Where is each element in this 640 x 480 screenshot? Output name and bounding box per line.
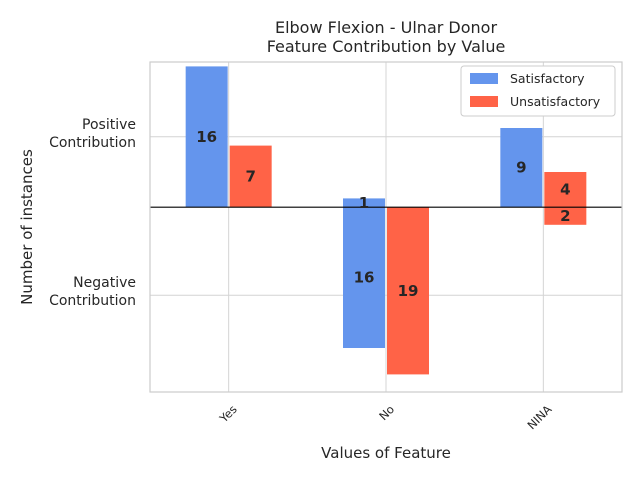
bar-unsatisfactory-nina-extra	[544, 172, 587, 208]
bar-label-satisfactory-no: 16	[354, 269, 375, 287]
legend-box	[460, 65, 616, 117]
x-tick-labels: Yes No NINA	[216, 402, 555, 432]
x-axis-label: Values of Feature	[321, 444, 451, 462]
labels-layer: 16 16 9 7 19 2 1 4	[196, 128, 570, 300]
legend-swatch-satisfactory	[470, 73, 498, 84]
chart-subtitle: Feature Contribution by Value	[267, 37, 506, 56]
bar-unsatisfactory-yes	[229, 145, 272, 208]
y-tick-label-1: Negative Contribution	[49, 275, 136, 309]
bar-satisfactory-no	[343, 207, 385, 348]
x-tick-label-yes: Yes	[216, 402, 240, 426]
bar-unsatisfactory-nina	[544, 207, 587, 225]
y-axis-label: Number of instances	[18, 149, 36, 305]
bar-label-unsatisfactory-no: 19	[398, 282, 419, 300]
y-tick-labels: Positive Contribution Negative Contribution	[49, 117, 136, 309]
chart-title: Elbow Flexion - Ulnar Donor	[275, 18, 497, 37]
bars-layer	[185, 66, 587, 375]
plot-frame	[149, 61, 623, 393]
y-tick-label-0: Positive Contribution	[49, 117, 136, 151]
bar-label-satisfactory-nina: 9	[516, 159, 526, 177]
bar-label-satisfactory-no-extra: 1	[359, 194, 369, 212]
bar-label-unsatisfactory-nina-extra: 4	[560, 181, 570, 199]
bar-label-unsatisfactory-yes: 7	[245, 167, 255, 185]
grid-layer	[150, 62, 622, 392]
x-tick-label-no: No	[376, 402, 397, 423]
legend: Satisfactory Unsatisfactory	[460, 65, 616, 117]
legend-label-unsatisfactory: Unsatisfactory	[510, 94, 601, 109]
bar-satisfactory-no-extra	[343, 198, 385, 208]
bar-label-satisfactory-yes: 16	[196, 128, 217, 146]
bar-satisfactory-nina	[500, 128, 543, 208]
legend-label-satisfactory: Satisfactory	[510, 71, 585, 86]
x-tick-label-nina: NINA	[524, 402, 554, 432]
legend-swatch-unsatisfactory	[470, 96, 498, 107]
bar-satisfactory-yes	[185, 66, 228, 208]
bar-label-unsatisfactory-nina: 2	[560, 207, 570, 225]
bar-unsatisfactory-no	[387, 207, 429, 375]
